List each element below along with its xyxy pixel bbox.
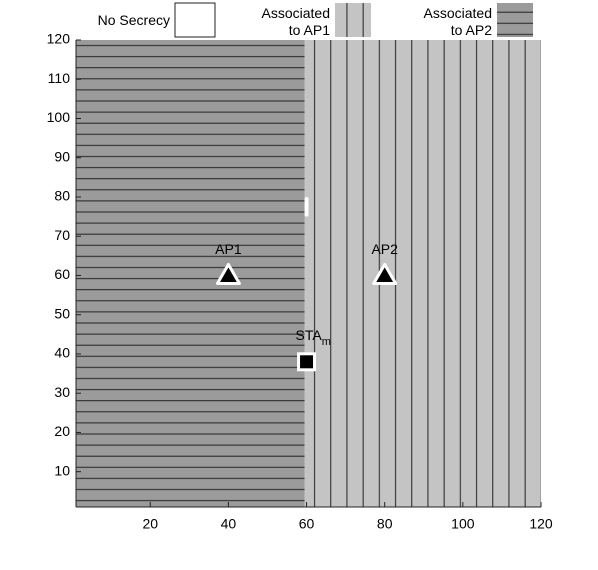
x-tick-label: 100 — [451, 516, 475, 532]
x-tick-label: 120 — [529, 516, 553, 532]
y-tick-label: 120 — [47, 31, 71, 47]
x-tick-label: 40 — [221, 516, 237, 532]
legend-swatch — [335, 3, 371, 37]
y-tick-label: 100 — [47, 109, 71, 125]
legend-label: Associated to AP2 — [423, 5, 492, 38]
label-subscript: m — [322, 336, 331, 348]
ap-marker — [215, 262, 241, 285]
region — [76, 40, 305, 507]
x-tick-label: 80 — [377, 516, 393, 532]
legend-swatch — [497, 3, 533, 37]
region — [304, 196, 309, 217]
y-tick-label: 40 — [54, 345, 70, 361]
y-tick-label: 80 — [54, 188, 70, 204]
region — [304, 40, 541, 507]
sta-marker — [297, 352, 317, 372]
x-tick-label: 20 — [142, 516, 158, 532]
y-tick-label: 30 — [54, 384, 70, 400]
label-main: STA — [296, 327, 323, 343]
x-tick-label: 60 — [299, 516, 315, 532]
y-tick-label: 50 — [54, 305, 70, 321]
y-tick-label: 10 — [54, 462, 70, 478]
y-tick-label: 70 — [54, 227, 70, 243]
ap-marker — [372, 262, 398, 285]
y-tick-label: 90 — [54, 148, 70, 164]
y-tick-label: 20 — [54, 423, 70, 439]
y-tick-label: 60 — [54, 266, 70, 282]
point-label: STAm — [296, 327, 331, 348]
legend-label: No Secrecy — [97, 12, 170, 28]
point-label: AP1 — [215, 241, 242, 257]
legend-swatch — [174, 2, 216, 38]
point-label: AP2 — [371, 241, 398, 257]
y-tick-label: 110 — [48, 70, 71, 86]
legend-label: Associated to AP1 — [261, 5, 330, 38]
